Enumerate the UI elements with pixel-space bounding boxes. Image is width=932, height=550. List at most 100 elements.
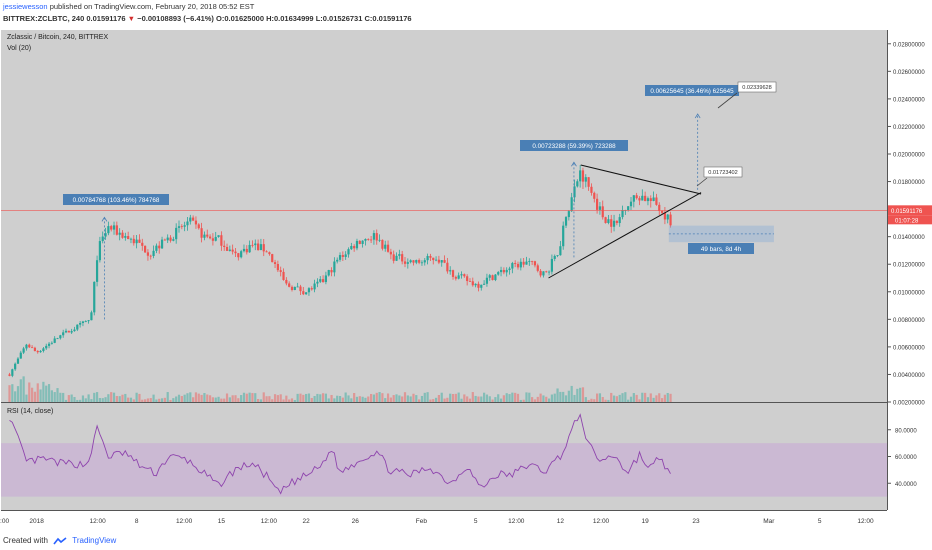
volume-bar [418,399,421,402]
x-tick-label: 12:00 [89,518,106,525]
volume-bar [327,398,330,402]
volume-bar [539,393,542,402]
volume-bar [584,397,587,402]
volume-bar [635,394,638,402]
volume-bar [474,395,477,402]
candle-body [79,322,82,325]
candle-body [350,246,353,250]
volume-bar [669,393,672,402]
volume-bar [70,394,73,402]
candle-body [370,239,373,241]
price-tag-upper-box [737,81,777,93]
volume-bar [406,395,409,402]
x-tick-label: 12:00 [261,518,278,525]
volume-bar [370,393,373,402]
volume-bar [576,388,579,402]
y-tick-label: 0.01800000 [893,180,925,186]
volume-bar [28,382,31,402]
candle-body [28,344,31,348]
x-tick-label: 8 [135,518,139,525]
candle-body [129,238,133,240]
volume-bar [62,392,65,402]
candle-body [440,260,443,263]
candle-body [22,348,25,353]
volume-bar [76,399,79,402]
candle-body [47,343,51,346]
candle-body [296,286,299,288]
candle-body [553,255,556,259]
candle-body [237,253,240,258]
author-link[interactable]: jessiewesson [3,2,48,11]
candle-body [618,217,621,224]
symbol-label: BITTREX:ZCLBTC, 240 [3,14,85,23]
volume-bar [183,394,186,402]
candle-body [110,226,113,230]
candle-body [666,214,669,220]
publish-info: jessiewesson published on TradingView.co… [3,2,254,11]
candle-body [652,197,655,201]
candle-body [327,270,330,276]
volume-bar [242,392,246,402]
chart-title: Zclassic / Bitcoin, 240, BITTREX [7,34,108,41]
candle-body [324,275,327,283]
volume-bar [220,398,223,402]
volume-bar [415,395,418,402]
volume-bar [228,397,231,402]
volume-bar [336,395,339,402]
volume-bar [180,396,183,402]
x-tick-label: 26 [352,518,360,525]
tradingview-brand[interactable]: TradingView [72,536,117,545]
candle-body [282,271,285,280]
candle-body [16,358,20,364]
upper-trendline [580,164,702,195]
candle-body [358,240,361,244]
candle-body [451,270,455,277]
candle-body [316,281,319,284]
volume-bar [570,385,573,402]
last-price-tag: 0.01591176 01:07:28 [888,205,932,225]
volume-bar [276,395,279,402]
volume-bar [307,393,311,402]
candle-body [330,270,333,273]
candle-body [321,279,325,283]
lower-trendline [548,192,702,279]
candle-body [299,286,302,292]
candle-body [347,249,350,255]
published-text: published on TradingView.com, February 2… [49,2,255,11]
price-tag-upper-text: 0.02339628 [742,85,772,91]
measure-target-arrowhead [694,113,701,119]
volume-bar [87,394,90,402]
candle-body [375,233,378,241]
candle-body [228,249,231,251]
candle-body [519,261,522,268]
candle-body [474,283,477,286]
volume-bar [81,395,85,402]
volume-bar [638,399,641,402]
candle-body [42,348,45,351]
volume-bar [217,396,220,402]
candle-body [663,212,666,220]
volume-bar [293,399,296,402]
y-tick-label: 0.02600000 [893,70,925,76]
candle-body [364,239,367,241]
volume-bar [90,399,93,402]
volume-bar [627,399,630,402]
volume-bar [319,394,322,402]
chart-area[interactable]: 0.02800000 0.02600000 0.02400000 0.02200000… [0,30,932,530]
volume-bar [629,396,633,402]
volume-bar [177,394,181,402]
volume-bar [245,393,248,402]
rsi-tick-label: 80.0000 [895,428,917,434]
candle-body [225,246,229,251]
candle-body [632,195,635,202]
volume-bar [279,394,282,402]
candle-body [497,272,500,275]
volume-bar [14,391,17,402]
volume-bar [508,394,511,402]
candle-body [367,239,370,240]
last-price-tag-bg [888,205,932,216]
volume-bar [392,395,395,402]
candle-body [449,270,452,272]
volume-bar [11,384,14,402]
volume-bar [93,392,96,402]
